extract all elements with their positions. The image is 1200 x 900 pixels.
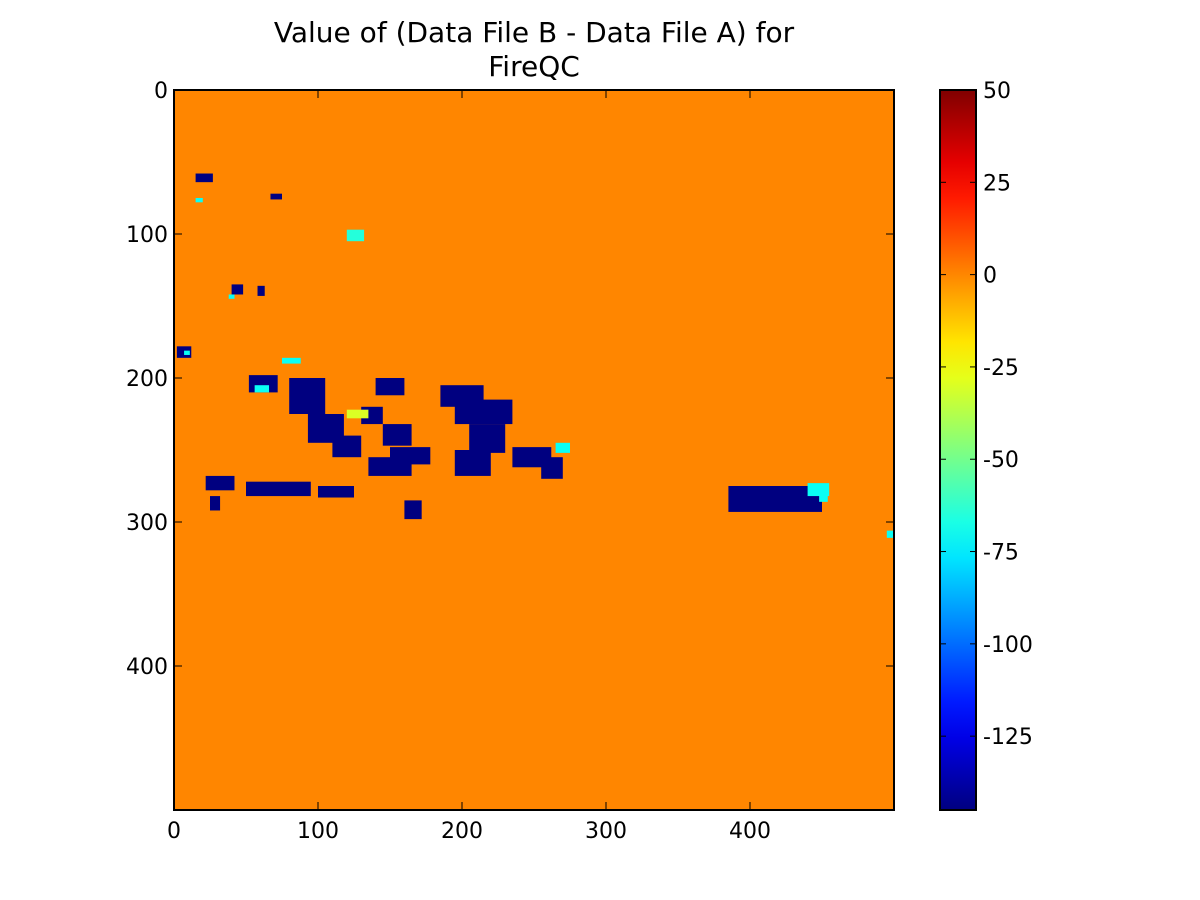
chart-title-line-2: FireQC bbox=[488, 50, 580, 83]
heatmap-cell-region bbox=[541, 457, 563, 479]
colorbar-tick: -75 bbox=[940, 541, 1019, 566]
heatmap-cell-region bbox=[807, 483, 830, 497]
chart-title: Value of (Data File B - Data File A) for… bbox=[174, 16, 894, 84]
y-tick-label: 300 bbox=[126, 511, 168, 536]
x-tick-label: 100 bbox=[297, 819, 339, 844]
y-tick-label: 200 bbox=[126, 367, 168, 392]
x-tick-label: 0 bbox=[167, 819, 181, 844]
y-tick-label: 0 bbox=[154, 79, 168, 104]
y-tick-label: 100 bbox=[126, 223, 168, 248]
x-tick: 200 bbox=[441, 90, 483, 844]
heatmap-cell-region bbox=[246, 481, 311, 497]
chart-title-line-1: Value of (Data File B - Data File A) for bbox=[273, 16, 795, 49]
colorbar-tick-label: 25 bbox=[983, 171, 1011, 196]
heatmap-cell-region bbox=[210, 496, 221, 511]
heatmap-cell-region bbox=[332, 435, 362, 458]
x-tick-label: 200 bbox=[441, 819, 483, 844]
y-tick: 300 bbox=[126, 511, 894, 536]
x-tick: 300 bbox=[585, 90, 627, 844]
colorbar-gradient bbox=[939, 89, 977, 811]
heatmap-cell-region bbox=[454, 450, 491, 476]
heatmap-cell-region bbox=[254, 385, 270, 393]
heatmap-cell-region bbox=[228, 294, 235, 299]
heatmap-cell-region bbox=[454, 399, 513, 425]
colorbar-tick: 25 bbox=[940, 171, 1011, 196]
colorbar-tick-label: 0 bbox=[983, 264, 997, 289]
heatmap-cell-region bbox=[469, 424, 506, 453]
colorbar-tick: -125 bbox=[940, 725, 1033, 750]
y-axis: 0 100 200 300 400 bbox=[126, 79, 894, 680]
colorbar-tick: 50 bbox=[940, 79, 1011, 104]
x-tick-label: 400 bbox=[729, 819, 771, 844]
colorbar-tick-label: -50 bbox=[983, 448, 1019, 473]
colorbar-tick-label: -100 bbox=[983, 633, 1033, 658]
y-tick: 400 bbox=[126, 655, 894, 680]
x-tick: 0 bbox=[167, 90, 181, 844]
y-tick: 0 bbox=[154, 79, 894, 104]
heatmap-cell-region bbox=[375, 378, 405, 396]
heatmap-cell-region bbox=[382, 424, 412, 446]
colorbar: 50 25 0 -25 -50 -75 -100 -125 bbox=[939, 79, 1033, 811]
heatmap-cell-region bbox=[231, 284, 244, 295]
colorbar-tick-label: 50 bbox=[983, 79, 1011, 104]
heatmap-cell-region bbox=[270, 193, 282, 200]
heatmap-cell-region bbox=[205, 475, 235, 491]
heatmap-cell-region bbox=[819, 493, 828, 502]
colorbar-tick: 0 bbox=[940, 264, 997, 289]
heatmap-cell-region bbox=[404, 500, 422, 520]
heatmap-cell-region bbox=[318, 486, 354, 498]
heatmap-cell-region bbox=[257, 285, 265, 296]
heatmap-cell-region bbox=[282, 357, 301, 364]
x-tick-label: 300 bbox=[585, 819, 627, 844]
heatmap-cell-region bbox=[555, 442, 570, 453]
heatmap-cell-region bbox=[289, 378, 326, 414]
x-tick: 100 bbox=[297, 90, 339, 844]
colorbar-tick-label: -75 bbox=[983, 541, 1019, 566]
heatmap-cell-region bbox=[195, 198, 203, 203]
x-axis: 0 100 200 300 400 bbox=[167, 90, 771, 844]
y-tick: 100 bbox=[126, 223, 894, 248]
colorbar-tick-label: -25 bbox=[983, 356, 1019, 381]
heatmap-cell-region bbox=[346, 229, 365, 242]
heatmap-cell-region bbox=[886, 530, 894, 538]
heatmap-cell-region bbox=[346, 409, 369, 419]
colorbar-tick: -25 bbox=[940, 356, 1019, 381]
heatmap-cell-region bbox=[728, 486, 822, 512]
heatmap-cell-region bbox=[195, 173, 213, 183]
heatmap-cell-region bbox=[184, 350, 190, 355]
x-tick: 400 bbox=[729, 90, 771, 844]
plot-area bbox=[173, 89, 895, 811]
colorbar-tick-label: -125 bbox=[983, 725, 1033, 750]
heatmap-cell-region bbox=[368, 457, 412, 476]
y-tick-label: 400 bbox=[126, 655, 168, 680]
plot-frame bbox=[173, 89, 895, 811]
y-tick: 200 bbox=[126, 367, 894, 392]
colorbar-tick: -100 bbox=[940, 633, 1033, 658]
colorbar-tick: -50 bbox=[940, 448, 1019, 473]
